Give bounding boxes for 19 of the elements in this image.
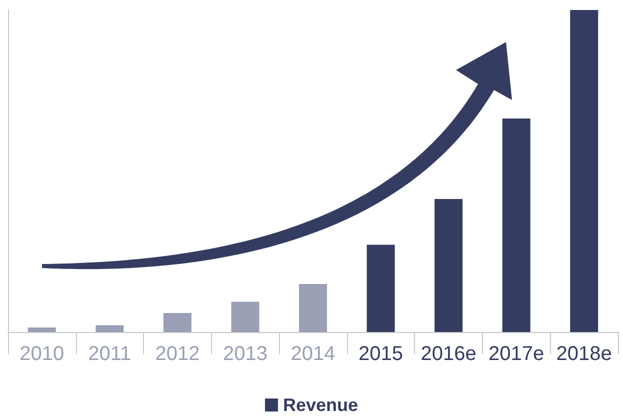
- bar: [299, 284, 327, 332]
- x-tick-label: 2018e: [556, 343, 612, 365]
- x-tick-label: 2015: [358, 343, 404, 365]
- bar: [96, 325, 124, 332]
- x-tick-label: 2017e: [488, 343, 544, 365]
- x-tick-label: 2013: [222, 343, 268, 365]
- legend-label: Revenue: [282, 395, 358, 415]
- x-tick-label: 2010: [20, 343, 64, 365]
- bar: [502, 118, 530, 332]
- bar: [231, 302, 260, 332]
- x-tick-label: 2011: [88, 343, 132, 365]
- bar: [570, 10, 598, 332]
- bar: [434, 199, 463, 332]
- x-tick-label: 2014: [290, 343, 336, 365]
- x-tick-label: 2012: [155, 343, 200, 365]
- bar: [163, 313, 192, 332]
- x-tick-label: 2016e: [420, 343, 476, 365]
- bar: [28, 327, 56, 332]
- bar: [366, 244, 395, 332]
